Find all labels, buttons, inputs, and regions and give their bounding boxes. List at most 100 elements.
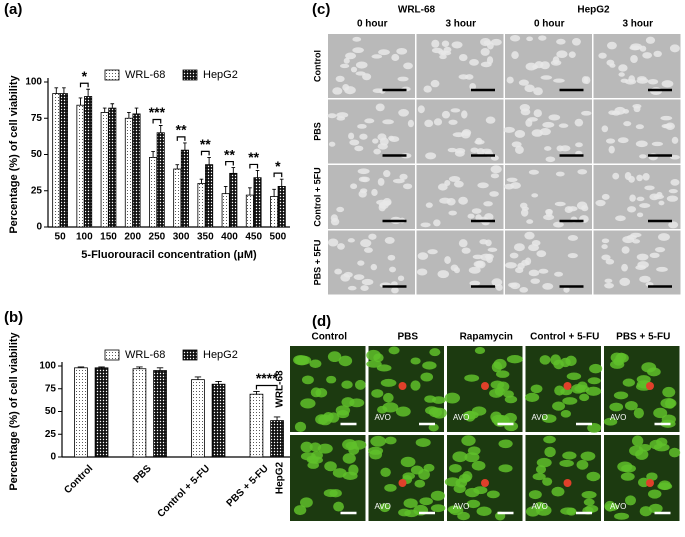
cell	[627, 206, 637, 213]
cell	[458, 239, 468, 248]
cell	[384, 236, 395, 244]
avo-label: AVO	[375, 413, 391, 422]
cell	[496, 370, 510, 378]
cell	[540, 61, 550, 70]
cell	[633, 105, 641, 113]
cell	[448, 210, 457, 216]
cell	[581, 491, 597, 499]
cell	[619, 277, 631, 286]
cell	[399, 173, 408, 180]
cell	[468, 266, 481, 274]
cell	[629, 445, 644, 456]
cell	[489, 388, 504, 398]
x-tick-label: PBS	[131, 463, 154, 486]
cell	[467, 446, 481, 456]
significance-bracket	[249, 163, 259, 169]
cell	[644, 185, 655, 191]
cell	[357, 168, 370, 175]
cell	[474, 347, 486, 355]
error-bar	[273, 416, 281, 421]
cell	[649, 252, 660, 258]
panel-label: (a)	[4, 1, 22, 18]
cell	[452, 451, 468, 463]
cell	[636, 196, 645, 202]
cell	[464, 374, 480, 382]
cell	[636, 174, 643, 182]
cell	[642, 173, 650, 181]
bar	[52, 93, 61, 228]
y-tick-label: 100	[39, 361, 56, 372]
cell	[376, 405, 388, 414]
cell	[380, 378, 397, 387]
cell	[344, 86, 356, 95]
significance-bracket	[152, 118, 162, 124]
cell	[403, 62, 413, 70]
cell	[617, 461, 633, 472]
cell	[317, 443, 333, 454]
cell	[542, 477, 553, 486]
cell	[417, 252, 429, 260]
cell	[327, 113, 337, 119]
avo-label: AVO	[610, 413, 626, 422]
cell	[352, 36, 362, 42]
cell	[301, 375, 314, 385]
cell	[545, 208, 553, 215]
cell	[458, 53, 468, 62]
cell	[636, 77, 649, 84]
avo-spot	[481, 479, 489, 487]
error-bar	[110, 103, 115, 109]
cell	[536, 457, 552, 468]
cell	[605, 258, 615, 265]
cell	[392, 178, 405, 184]
cell	[505, 262, 517, 269]
column-label: 3 hour	[445, 19, 476, 30]
row-label: PBS	[312, 122, 322, 141]
y-tick-label: 50	[31, 149, 43, 160]
cell	[601, 238, 610, 244]
cell	[450, 264, 459, 272]
cell	[654, 246, 666, 253]
cell	[475, 260, 486, 269]
cell	[395, 406, 411, 417]
cell	[556, 50, 568, 59]
bar	[180, 149, 189, 228]
cell	[455, 478, 468, 488]
cell	[545, 156, 556, 163]
cell	[601, 125, 609, 133]
cell	[544, 446, 556, 458]
bar	[74, 367, 88, 458]
cell	[531, 239, 541, 246]
legend-label: WRL-68	[125, 69, 165, 81]
cell	[433, 219, 441, 227]
significance-label: **	[248, 149, 259, 165]
error-bar	[253, 391, 260, 395]
avo-spot	[563, 479, 572, 487]
cell	[510, 182, 521, 189]
cell	[666, 195, 679, 202]
cell	[461, 435, 476, 446]
cell	[515, 145, 524, 154]
cell	[661, 80, 674, 88]
cell	[514, 130, 526, 138]
cell	[535, 465, 547, 474]
error-bar	[183, 142, 187, 151]
cell	[464, 410, 476, 422]
cell	[598, 52, 607, 59]
cell	[347, 285, 357, 291]
cell	[360, 176, 370, 183]
cell	[477, 182, 489, 189]
cell	[336, 206, 345, 213]
cell	[328, 141, 336, 147]
row-label: Control	[312, 50, 322, 82]
cell	[553, 78, 565, 83]
cell	[444, 256, 451, 264]
cell	[613, 391, 629, 400]
bar	[108, 107, 117, 228]
cell	[563, 286, 570, 293]
cell	[469, 280, 481, 286]
cell	[495, 284, 503, 291]
cell	[497, 381, 510, 392]
cell	[511, 51, 519, 60]
cell	[471, 460, 486, 471]
x-tick-label: 100	[76, 232, 93, 243]
